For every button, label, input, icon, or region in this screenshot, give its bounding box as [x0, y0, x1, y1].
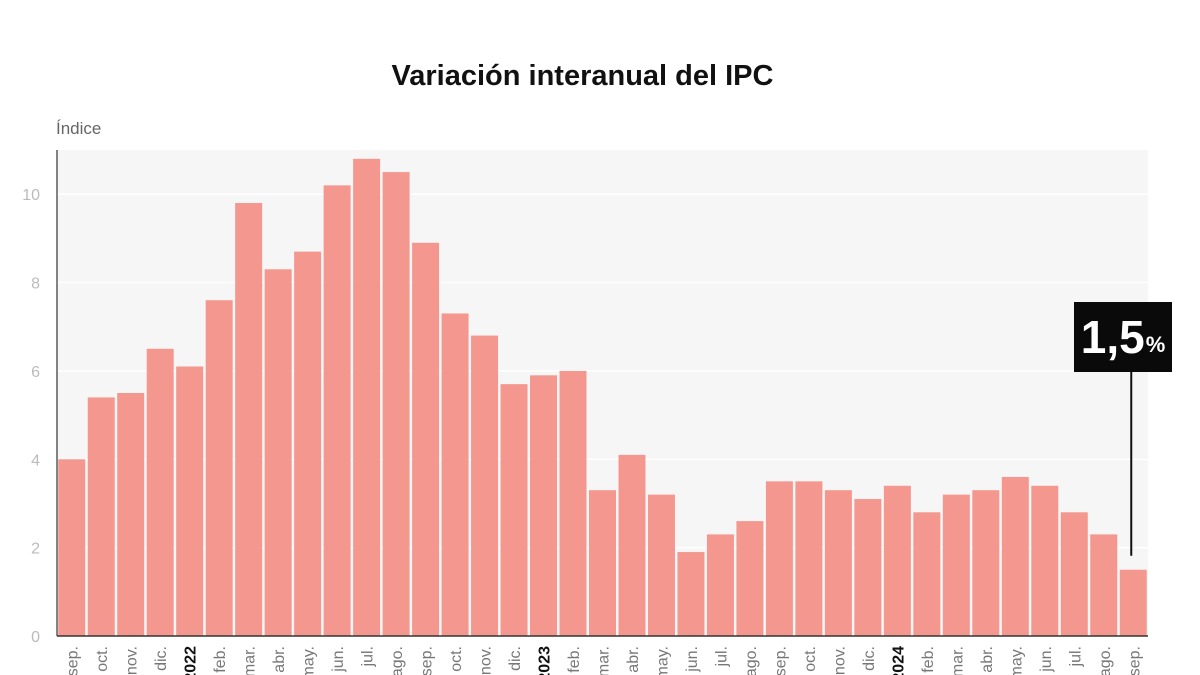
x-tick-label: jul. — [360, 646, 377, 667]
bar — [500, 384, 528, 636]
x-tick-label: mar. — [242, 646, 259, 675]
x-tick-label: sep. — [772, 646, 789, 675]
x-tick-label: feb. — [920, 646, 937, 673]
x-tick-label: sep. — [65, 646, 82, 675]
bar — [235, 203, 263, 636]
bar — [913, 512, 941, 636]
bar — [677, 552, 705, 636]
x-tick-label: may. — [301, 646, 318, 675]
x-tick-label: dic. — [507, 646, 524, 671]
bar — [471, 335, 499, 636]
x-tick-label: oct. — [802, 646, 819, 672]
x-tick-label: ago. — [743, 646, 760, 675]
bar — [942, 494, 970, 636]
y-tick-label: 4 — [31, 452, 40, 469]
bar — [1090, 534, 1118, 636]
bar — [618, 454, 646, 636]
x-tick-label: feb. — [566, 646, 583, 673]
bar — [441, 313, 469, 636]
bar — [824, 490, 852, 636]
x-tick-label: dic. — [861, 646, 878, 671]
x-tick-label: 2024 — [890, 646, 907, 675]
x-tick-label: 2022 — [183, 646, 200, 675]
x-tick-label: mar. — [596, 646, 613, 675]
x-tick-label: may. — [1008, 646, 1025, 675]
last-value-callout: 1,5 % — [1074, 302, 1172, 372]
x-tick-label: dic. — [153, 646, 170, 671]
bar — [647, 494, 675, 636]
bar — [883, 485, 911, 636]
bar — [1031, 485, 1059, 636]
bar — [765, 481, 793, 636]
x-tick-label: 2023 — [537, 646, 554, 675]
bar — [58, 459, 86, 636]
y-tick-label: 2 — [31, 541, 40, 558]
bar — [706, 534, 734, 636]
chart-title: Variación interanual del IPC — [391, 60, 774, 92]
bar — [353, 158, 381, 636]
x-tick-label: jun. — [684, 646, 701, 673]
bar — [412, 242, 440, 637]
bar — [795, 481, 823, 636]
x-tick-label: oct. — [94, 646, 111, 672]
bar — [264, 269, 292, 636]
x-tick-label: mar. — [949, 646, 966, 675]
x-tick-label: oct. — [448, 646, 465, 672]
x-tick-label: abr. — [271, 646, 288, 673]
x-tick-label: nov. — [478, 646, 495, 675]
bar — [294, 251, 322, 637]
x-tick-label: jul. — [713, 646, 730, 667]
bar — [1119, 569, 1147, 636]
x-tick-label: feb. — [212, 646, 229, 673]
bar — [972, 490, 1000, 636]
bar — [146, 348, 174, 636]
callout-value: 1,5 — [1080, 311, 1145, 363]
x-tick-label: sep. — [419, 646, 436, 675]
x-tick-label: abr. — [625, 646, 642, 673]
x-tick-label: sep. — [1126, 646, 1143, 675]
bar — [854, 499, 882, 636]
x-tick-label: abr. — [979, 646, 996, 673]
x-tick-label: jun. — [330, 646, 347, 673]
x-tick-label: jun. — [1038, 646, 1055, 673]
bar — [205, 300, 233, 636]
bar — [87, 397, 115, 636]
x-tick-labels: sep. oct. nov. dic. 2022 feb. mar. abr. may. jun.… — [65, 646, 1144, 675]
y-tick-label: 8 — [31, 276, 40, 293]
bar — [1001, 476, 1029, 636]
x-tick-label: nov. — [831, 646, 848, 675]
x-tick-label: nov. — [124, 646, 141, 675]
x-tick-label: ago. — [389, 646, 406, 675]
y-tick-label: 10 — [22, 187, 40, 204]
x-tick-label: jul. — [1067, 646, 1084, 667]
bar — [117, 393, 145, 636]
bars — [58, 158, 1147, 637]
bar — [736, 521, 764, 636]
callout-unit: % — [1145, 332, 1166, 357]
y-tick-label: 0 — [31, 629, 40, 646]
bar — [559, 370, 587, 636]
bar — [530, 375, 558, 636]
y-axis-label: Índice — [56, 119, 102, 138]
x-tick-label: ago. — [1097, 646, 1114, 675]
x-tick-label: may. — [654, 646, 671, 675]
bar — [323, 185, 351, 636]
y-tick-labels: 0 2 4 6 8 10 — [22, 187, 40, 646]
bar — [589, 490, 616, 636]
bar — [382, 172, 410, 636]
bar — [176, 366, 204, 636]
bar — [1060, 512, 1088, 636]
y-tick-label: 6 — [31, 364, 40, 381]
